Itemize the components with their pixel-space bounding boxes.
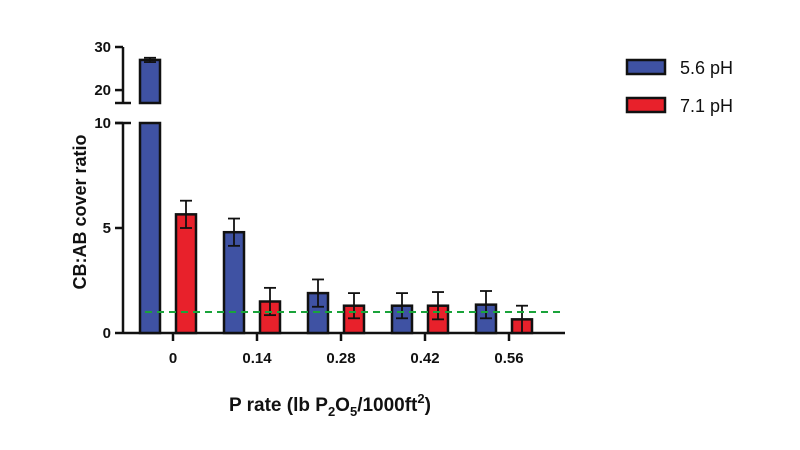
- bars: [138, 58, 534, 335]
- y-tick-label: 30: [94, 39, 111, 56]
- y-axis-label: CB:AB cover ratio: [70, 134, 90, 289]
- y-tick-label: 5: [103, 220, 111, 237]
- x-tick-label: 0: [169, 350, 177, 367]
- tick-labels: 0 5 10 20 30 0 0.14 0.28 0.42 0.56: [94, 39, 523, 367]
- x-tick-label: 0.56: [494, 350, 523, 367]
- error-bars: [144, 56, 528, 334]
- x-axis-label: P rate (lb P2O5/1000ft2): [229, 391, 431, 419]
- bar: [174, 213, 198, 335]
- legend-swatch-5-6-ph: [625, 58, 667, 76]
- legend-swatch-7-1-ph: [625, 96, 667, 114]
- legend: 5.6 pH 7.1 pH: [625, 58, 733, 116]
- bar: [222, 230, 246, 335]
- x-tick-label: 0.28: [326, 350, 355, 367]
- y-tick-label: 20: [94, 82, 111, 99]
- bar: [138, 121, 162, 335]
- legend-label-7-1-ph: 7.1 pH: [680, 96, 733, 116]
- x-tick-label: 0.42: [410, 350, 439, 367]
- y-tick-label: 10: [94, 115, 111, 132]
- y-tick-label: 0: [103, 325, 111, 342]
- x-tick-label: 0.14: [242, 350, 272, 367]
- legend-label-5-6-ph: 5.6 pH: [680, 58, 733, 78]
- bar: [138, 58, 162, 105]
